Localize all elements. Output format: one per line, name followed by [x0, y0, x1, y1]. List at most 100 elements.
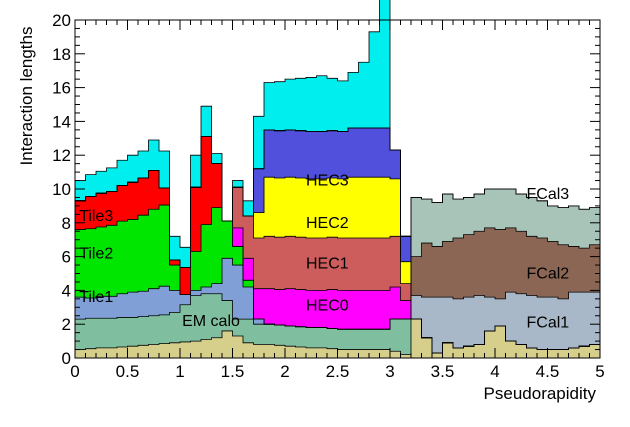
- bar: [117, 160, 128, 186]
- bar: [547, 349, 559, 358]
- bar: [589, 344, 601, 358]
- bar: [295, 326, 307, 348]
- region-label: Tile2: [79, 245, 113, 262]
- bar: [243, 200, 254, 217]
- bar: [285, 325, 296, 347]
- bar: [453, 199, 464, 239]
- bar: [190, 155, 202, 188]
- bar: [274, 345, 286, 358]
- bar: [201, 224, 212, 288]
- bar: [390, 351, 401, 358]
- bars-layer: [75, 0, 601, 358]
- bar: [264, 236, 275, 289]
- bar: [306, 131, 317, 179]
- bar: [106, 296, 118, 319]
- bar: [432, 246, 443, 298]
- bar: [348, 72, 359, 129]
- bar: [400, 283, 412, 301]
- bar: [211, 153, 223, 164]
- bar: [138, 345, 149, 358]
- bar: [243, 287, 254, 320]
- bar: [106, 347, 118, 358]
- bar: [96, 171, 107, 194]
- bar: [117, 347, 128, 358]
- bar: [526, 236, 538, 296]
- bar: [505, 189, 517, 228]
- bar: [327, 328, 338, 349]
- bar: [148, 288, 160, 316]
- bar: [285, 288, 296, 326]
- bar: [537, 200, 548, 239]
- y-tick-label: 8: [62, 214, 71, 233]
- bar: [243, 319, 254, 343]
- bar: [348, 177, 359, 239]
- bar: [337, 349, 349, 358]
- y-tick-label: 16: [52, 79, 71, 98]
- bar: [285, 236, 296, 289]
- bar: [117, 317, 128, 348]
- bar: [358, 290, 370, 330]
- bar: [453, 238, 464, 299]
- region-label: FCal3: [527, 186, 570, 203]
- ticks-layer: 0 0.5 1 1.5 2 2.5 3 3.5 4 4.5 5 0 2 4 6 8 10 12 14 16 18 20: [52, 11, 605, 381]
- series-outline: [75, 0, 600, 248]
- bar: [432, 352, 443, 358]
- bar: [85, 298, 97, 319]
- bar: [474, 295, 485, 345]
- series-hec3: [253, 128, 412, 262]
- bar: [274, 237, 286, 290]
- bar: [201, 293, 212, 340]
- bar: [495, 189, 506, 230]
- bar: [337, 329, 349, 350]
- bar: [358, 329, 370, 350]
- bar: [253, 238, 265, 289]
- bar: [169, 259, 181, 266]
- y-tick-label: 20: [52, 11, 71, 30]
- bar: [421, 199, 433, 244]
- region-label: HEC0: [306, 298, 349, 315]
- bar: [274, 81, 286, 131]
- bar: [358, 177, 370, 239]
- bar: [180, 341, 191, 358]
- bar: [180, 267, 191, 295]
- x-tick-label: 4: [490, 362, 499, 381]
- bar: [390, 150, 401, 179]
- bar: [568, 246, 580, 293]
- bar: [453, 347, 464, 358]
- bar: [85, 348, 97, 358]
- bar: [243, 342, 254, 358]
- series-fcal2: [411, 227, 601, 299]
- bar: [232, 187, 244, 228]
- bar: [400, 319, 412, 355]
- bar: [264, 129, 275, 178]
- bar: [274, 325, 286, 346]
- bar: [243, 280, 254, 288]
- bar: [369, 329, 380, 350]
- bar: [253, 168, 265, 213]
- bar: [85, 318, 97, 349]
- bar: [222, 258, 233, 301]
- bar: [190, 251, 202, 291]
- bar: [106, 318, 118, 348]
- bar: [274, 130, 286, 179]
- x-tick-label: 0: [70, 362, 79, 381]
- bar: [96, 318, 107, 348]
- series-fcal1: [411, 292, 601, 353]
- series-tile3: [75, 136, 223, 295]
- bar: [411, 295, 422, 320]
- bar: [306, 77, 317, 132]
- x-axis-title: Pseudorapidity: [484, 384, 597, 403]
- bar: [358, 349, 370, 358]
- region-label: FCal2: [527, 266, 570, 283]
- bar: [337, 290, 349, 330]
- bar: [148, 139, 160, 171]
- bar: [127, 182, 139, 220]
- y-tick-label: 18: [52, 45, 71, 64]
- bar: [411, 197, 422, 257]
- bar: [337, 131, 349, 179]
- series-layer-0: [75, 319, 601, 358]
- x-tick-label: 3: [385, 362, 394, 381]
- bar: [264, 288, 275, 325]
- bar: [316, 131, 328, 179]
- x-tick-label: 3.5: [431, 362, 455, 381]
